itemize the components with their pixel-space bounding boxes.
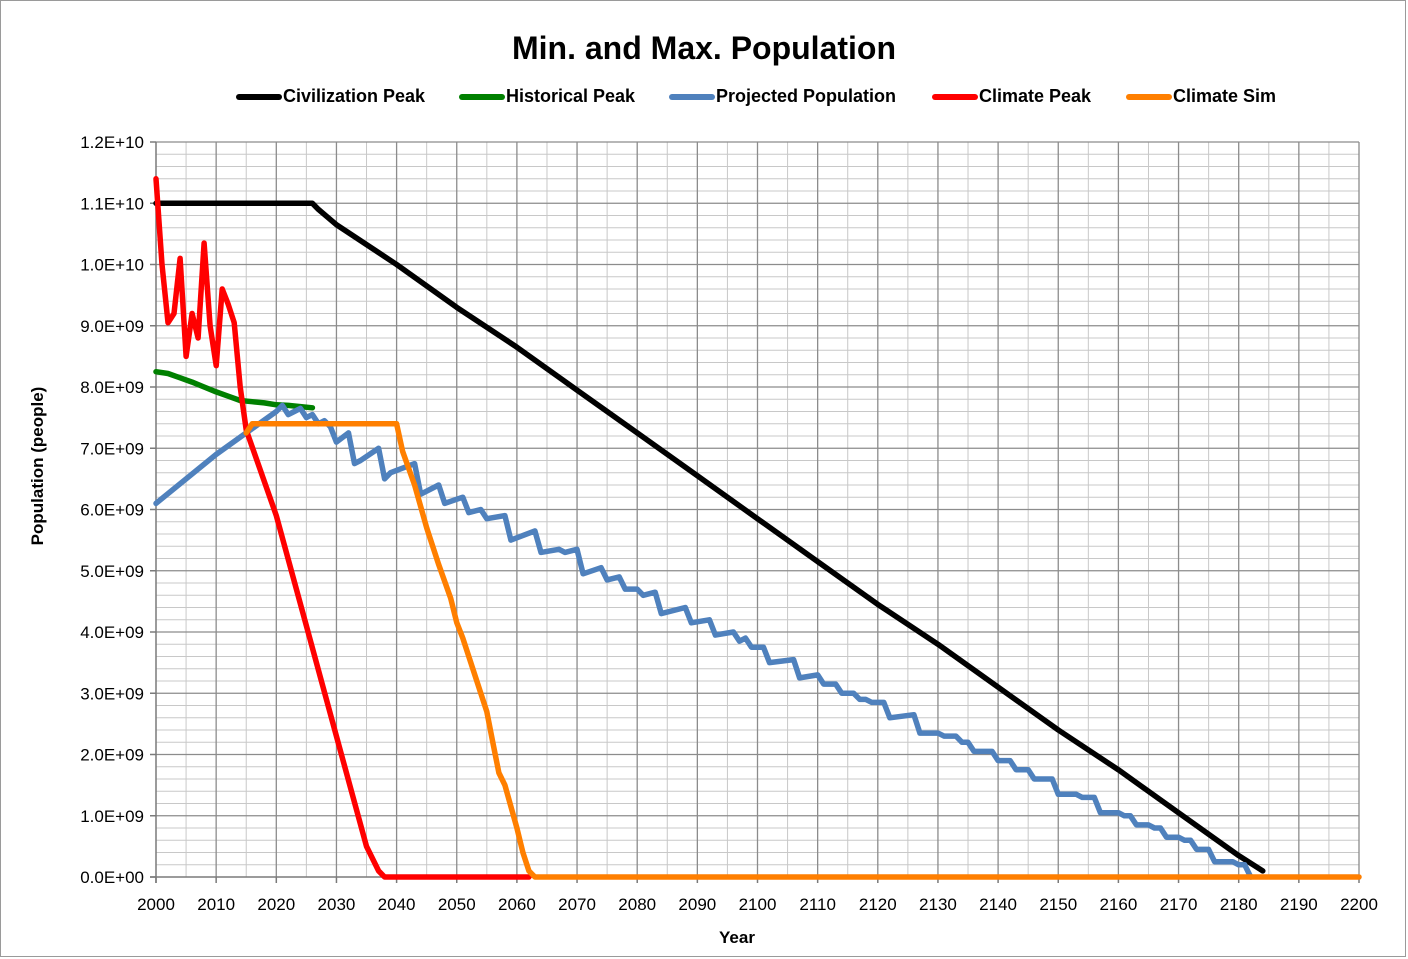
y-tick-label: 7.0E+09 [80, 439, 144, 458]
legend-label-projected-population: Projected Population [716, 86, 897, 106]
legend-label-climate-sim: Climate Sim [1173, 86, 1277, 106]
x-tick-label: 2060 [498, 895, 536, 914]
y-tick-label: 1.2E+10 [80, 133, 144, 152]
y-tick-label: 0.0E+00 [80, 868, 144, 887]
legend-swatch-climate-sim [1126, 94, 1172, 100]
series-line-climate-sim [243, 421, 1362, 880]
x-tick-label: 2040 [378, 895, 416, 914]
legend-label-civilization-peak: Civilization Peak [283, 86, 426, 106]
chart-title: Min. and Max. Population [512, 30, 896, 66]
y-tick-label: 9.0E+09 [80, 317, 144, 336]
x-tick-label: 2130 [919, 895, 957, 914]
x-tick-label: 2000 [137, 895, 175, 914]
series-line-historical-peak [153, 368, 316, 411]
legend-swatch-climate-peak [932, 94, 978, 100]
x-tick-label: 2120 [859, 895, 897, 914]
x-tick-label: 2030 [318, 895, 356, 914]
x-tick-label: 2110 [799, 895, 836, 914]
series-lines [153, 176, 1362, 880]
y-tick-label: 5.0E+09 [80, 562, 144, 581]
x-tick-label: 2200 [1340, 895, 1378, 914]
x-tick-label: 2050 [438, 895, 476, 914]
legend-swatch-projected-population [669, 94, 715, 100]
x-axis-title: Year [719, 928, 755, 947]
x-tick-label: 2020 [257, 895, 295, 914]
x-tick-label: 2080 [618, 895, 656, 914]
x-tick-label: 2150 [1039, 895, 1077, 914]
series-line-climate-peak [153, 176, 532, 880]
legend-swatch-civilization-peak [236, 94, 282, 100]
x-tick-label: 2100 [739, 895, 777, 914]
legend-swatch-historical-peak [459, 94, 505, 100]
legend-label-historical-peak: Historical Peak [506, 86, 636, 106]
x-tick-label: 2180 [1220, 895, 1258, 914]
y-tick-labels: 0.0E+00 1.0E+09 2.0E+09 3.0E+09 4.0E+09 5.0E+… [80, 133, 144, 887]
x-tick-label: 2010 [197, 895, 235, 914]
x-tick-labels: 2000 2010 2020 2030 2040 2050 2060 2070 2080 2090… [137, 895, 1378, 914]
y-tick-label: 3.0E+09 [80, 684, 144, 703]
major-gridlines [156, 141, 1360, 877]
x-tick-label: 2090 [678, 895, 716, 914]
legend-label-climate-peak: Climate Peak [979, 86, 1092, 106]
y-tick-label: 1.0E+09 [80, 807, 144, 826]
x-tick-label: 2170 [1160, 895, 1198, 914]
y-tick-label: 2.0E+09 [80, 746, 144, 765]
x-tick-label: 2160 [1099, 895, 1137, 914]
x-tick-label: 2190 [1280, 895, 1318, 914]
x-tick-label: 2070 [558, 895, 596, 914]
axes [150, 141, 1360, 883]
y-tick-label: 6.0E+09 [80, 501, 144, 520]
series-line-civilization-peak [153, 200, 1266, 874]
y-tick-label: 4.0E+09 [80, 623, 144, 642]
y-tick-label: 1.1E+10 [80, 194, 144, 213]
series-line-projected-population [153, 402, 1254, 880]
y-tick-label: 1.0E+10 [80, 256, 144, 275]
x-tick-label: 2140 [979, 895, 1017, 914]
y-tick-label: 8.0E+09 [80, 378, 144, 397]
